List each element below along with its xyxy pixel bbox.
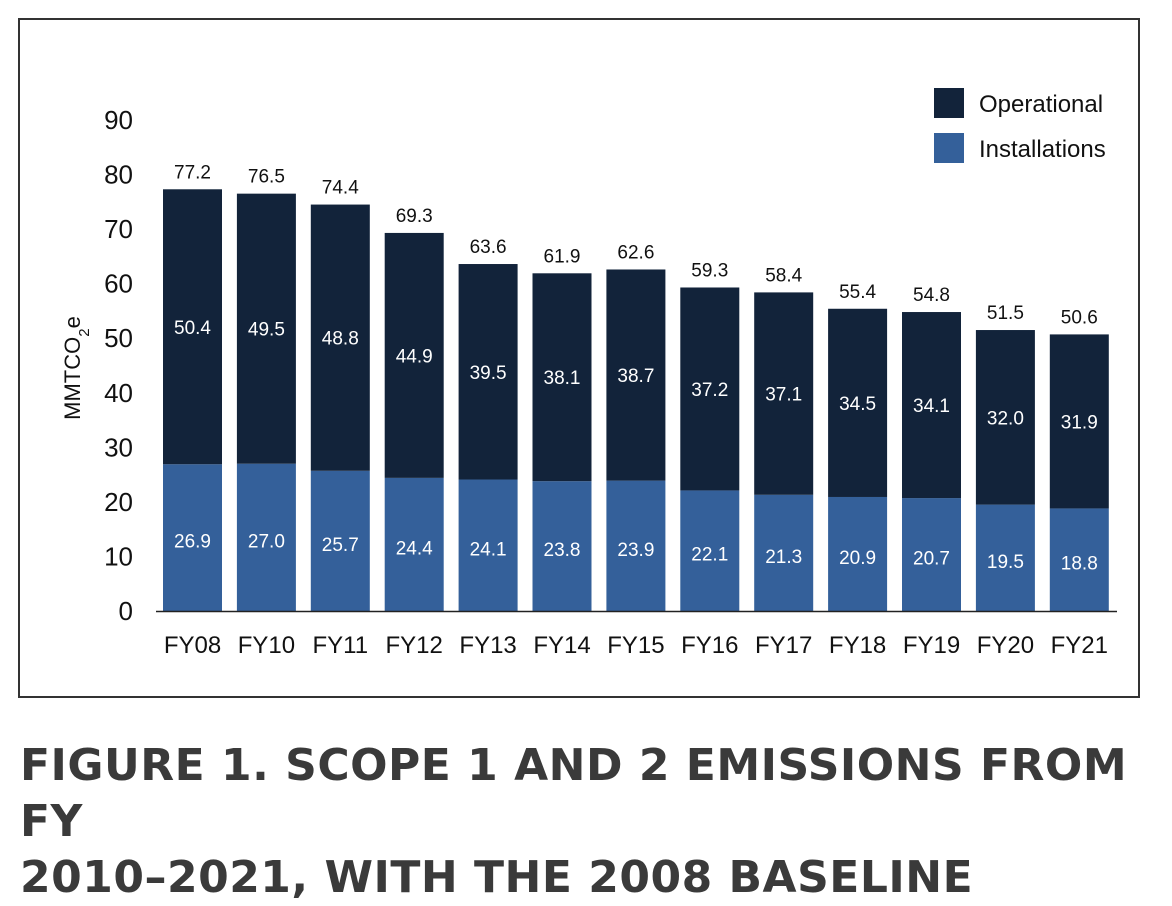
- bar-operational: [532, 273, 592, 482]
- operational-value-label: 39.5: [470, 363, 507, 384]
- total-value-label: 58.4: [765, 265, 802, 286]
- installations-value-label: 22.1: [691, 545, 728, 566]
- total-value-label: 63.6: [470, 237, 507, 258]
- bar-operational: [828, 308, 888, 497]
- operational-value-label: 50.4: [174, 318, 211, 339]
- bar-operational: [902, 312, 961, 499]
- total-value-label: 54.8: [913, 285, 950, 306]
- bar-installations: [1049, 508, 1109, 611]
- caption-line-2: 2010–2021, WITH THE 2008 BASELINE: [20, 852, 974, 903]
- operational-value-label: 49.5: [248, 320, 285, 341]
- x-category-label: FY10: [238, 632, 295, 659]
- operational-value-label: 31.9: [1061, 412, 1098, 433]
- installations-value-label: 24.4: [396, 538, 433, 559]
- emissions-chart: 0 10 20 30 40 50 60 70 80 90 MMTCO2e 26.9 50.4 77.2 FY…: [60, 88, 1117, 659]
- x-category-label: FY18: [829, 632, 886, 659]
- bar-operational: [163, 189, 222, 465]
- bar-installations: [458, 479, 518, 611]
- x-category-label: FY21: [1051, 632, 1108, 659]
- figure-caption: FIGURE 1. SCOPE 1 AND 2 EMISSIONS FROM F…: [20, 738, 1150, 906]
- legend-swatch: [934, 133, 964, 163]
- operational-value-label: 44.9: [396, 346, 433, 367]
- installations-value-label: 24.1: [470, 539, 507, 560]
- total-value-label: 61.9: [544, 246, 581, 267]
- y-axis-label: MMTCO2e: [60, 316, 93, 420]
- legend-swatch: [934, 88, 964, 118]
- operational-value-label: 37.2: [691, 380, 728, 401]
- total-value-label: 69.3: [396, 206, 433, 227]
- x-category-label: FY13: [459, 632, 516, 659]
- bar-operational: [458, 264, 518, 480]
- y-tick-label: 70: [104, 214, 133, 244]
- x-category-label: FY16: [681, 632, 738, 659]
- operational-value-label: 32.0: [987, 408, 1024, 429]
- y-tick-label: 90: [104, 105, 133, 135]
- installations-value-label: 26.9: [174, 532, 211, 553]
- bar-installations: [310, 470, 370, 611]
- bar-installations: [902, 498, 961, 611]
- bar-operational: [310, 204, 370, 471]
- y-tick-label: 80: [104, 160, 133, 190]
- bar-operational: [754, 292, 814, 495]
- total-value-label: 51.5: [987, 303, 1024, 324]
- y-tick-label: 50: [104, 323, 133, 353]
- x-category-label: FY17: [755, 632, 812, 659]
- bar-installations: [754, 494, 814, 611]
- y-tick-label: 60: [104, 269, 133, 299]
- installations-value-label: 18.8: [1061, 554, 1098, 575]
- total-value-label: 55.4: [839, 282, 876, 303]
- operational-value-label: 38.1: [544, 368, 581, 389]
- installations-value-label: 19.5: [987, 552, 1024, 573]
- total-value-label: 59.3: [691, 260, 728, 281]
- bar-operational: [236, 193, 296, 464]
- y-tick-label: 0: [119, 596, 133, 626]
- operational-value-label: 34.1: [913, 396, 950, 417]
- installations-value-label: 21.3: [765, 547, 802, 568]
- bar-operational: [680, 287, 740, 491]
- installations-value-label: 25.7: [322, 535, 359, 556]
- operational-value-label: 37.1: [765, 385, 802, 406]
- caption-line-1: FIGURE 1. SCOPE 1 AND 2 EMISSIONS FROM F…: [20, 740, 1128, 847]
- total-value-label: 50.6: [1061, 307, 1098, 328]
- bar-operational: [1049, 334, 1109, 509]
- total-value-label: 62.6: [617, 242, 654, 263]
- x-category-label: FY12: [386, 632, 443, 659]
- bar-installations: [384, 477, 444, 611]
- y-tick-label: 10: [104, 541, 133, 571]
- x-category-label: FY08: [164, 632, 221, 659]
- installations-value-label: 20.9: [839, 548, 876, 569]
- legend-label: Installations: [979, 136, 1106, 163]
- operational-value-label: 34.5: [839, 394, 876, 415]
- operational-value-label: 48.8: [322, 329, 359, 350]
- y-tick-label: 20: [104, 487, 133, 517]
- installations-value-label: 27.0: [248, 531, 285, 552]
- x-category-label: FY14: [533, 632, 590, 659]
- installations-value-label: 23.8: [544, 540, 581, 561]
- bar-installations: [975, 504, 1035, 611]
- x-category-label: FY20: [977, 632, 1034, 659]
- total-value-label: 74.4: [322, 178, 359, 199]
- bar-installations: [532, 481, 592, 611]
- x-category-label: FY11: [313, 632, 369, 659]
- total-value-label: 77.2: [174, 162, 211, 183]
- bar-installations: [606, 480, 666, 611]
- bar-operational: [975, 330, 1035, 505]
- x-category-label: FY19: [903, 632, 960, 659]
- x-category-label: FY15: [607, 632, 664, 659]
- bar-installations: [236, 463, 296, 611]
- bar-installations: [163, 464, 222, 611]
- operational-value-label: 38.7: [617, 366, 654, 387]
- bar-installations: [680, 490, 740, 611]
- bar-operational: [384, 232, 444, 478]
- bar-installations: [828, 496, 888, 611]
- y-tick-label: 30: [104, 432, 133, 462]
- installations-value-label: 20.7: [913, 549, 950, 570]
- total-value-label: 76.5: [248, 167, 285, 188]
- bar-operational: [606, 269, 666, 481]
- y-tick-label: 40: [104, 378, 133, 408]
- installations-value-label: 23.9: [617, 540, 654, 561]
- legend-label: Operational: [979, 91, 1103, 118]
